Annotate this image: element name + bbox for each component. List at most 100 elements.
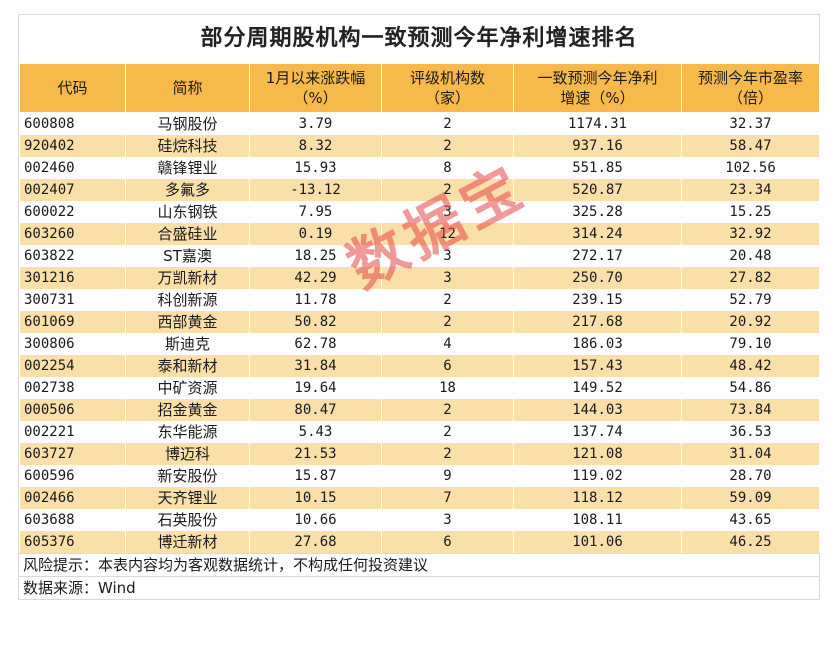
stock-code-cell: 603260 [19, 223, 126, 245]
profit-growth-cell: 121.08 [513, 443, 682, 465]
table-row: 002466 天齐锂业 10.15 7 118.12 59.09 [19, 487, 820, 509]
ytd-change-cell: 80.47 [249, 399, 382, 421]
profit-growth-cell: 551.85 [513, 157, 682, 179]
profit-growth-cell: 157.43 [513, 355, 682, 377]
stock-code-cell: 002738 [19, 377, 126, 399]
pe-ratio-cell: 58.47 [681, 135, 820, 157]
pe-ratio-cell: 32.92 [681, 223, 820, 245]
stock-name-cell: 西部黄金 [125, 311, 250, 333]
ytd-change-cell: 7.95 [249, 201, 382, 223]
ytd-change-cell: 3.79 [249, 112, 382, 135]
table-row: 300806 斯迪克 62.78 4 186.03 79.10 [19, 333, 820, 355]
column-header-1: 简称 [125, 63, 250, 113]
pe-ratio-cell: 43.65 [681, 509, 820, 531]
ytd-change-cell: 0.19 [249, 223, 382, 245]
stock-code-cell: 002466 [19, 487, 126, 509]
column-header-line1: 简称 [172, 79, 203, 97]
table-row: 600022 山东钢铁 7.95 3 325.28 15.25 [19, 201, 820, 223]
ytd-change-cell: 19.64 [249, 377, 382, 399]
profit-growth-cell: 520.87 [513, 179, 682, 201]
pe-ratio-cell: 48.42 [681, 355, 820, 377]
column-header-line2: （家） [424, 89, 470, 107]
rating-count-cell: 7 [381, 487, 514, 509]
rating-count-cell: 3 [381, 245, 514, 267]
ytd-change-cell: 10.15 [249, 487, 382, 509]
table-row: 605376 博迁新材 27.68 6 101.06 46.25 [19, 531, 820, 553]
profit-growth-cell: 101.06 [513, 531, 682, 553]
stock-name-cell: 石英股份 [125, 509, 250, 531]
rating-count-cell: 2 [381, 443, 514, 465]
profit-growth-cell: 149.52 [513, 377, 682, 399]
profit-growth-cell: 1174.31 [513, 112, 682, 135]
ytd-change-cell: 42.29 [249, 267, 382, 289]
rating-count-cell: 2 [381, 179, 514, 201]
profit-growth-cell: 186.03 [513, 333, 682, 355]
pe-ratio-cell: 102.56 [681, 157, 820, 179]
pe-ratio-cell: 28.70 [681, 465, 820, 487]
rating-count-cell: 6 [381, 531, 514, 553]
table-row: 603727 博迈科 21.53 2 121.08 31.04 [19, 443, 820, 465]
pe-ratio-cell: 31.04 [681, 443, 820, 465]
column-header-line2: （倍） [727, 89, 773, 107]
stock-name-cell: 斯迪克 [125, 333, 250, 355]
ytd-change-cell: 11.78 [249, 289, 382, 311]
rating-count-cell: 4 [381, 333, 514, 355]
rating-count-cell: 18 [381, 377, 514, 399]
stock-name-cell: 博迁新材 [125, 531, 250, 553]
pe-ratio-cell: 20.92 [681, 311, 820, 333]
ytd-change-cell: 8.32 [249, 135, 382, 157]
pe-ratio-cell: 73.84 [681, 399, 820, 421]
stock-code-cell: 603727 [19, 443, 126, 465]
risk-note: 风险提示：本表内容均为客观数据统计，不构成任何投资建议 [19, 553, 819, 576]
column-header-5: 预测今年市盈率 （倍） [681, 63, 820, 113]
profit-growth-cell: 217.68 [513, 311, 682, 333]
profit-growth-cell: 272.17 [513, 245, 682, 267]
rating-count-cell: 3 [381, 509, 514, 531]
pe-ratio-cell: 32.37 [681, 112, 820, 135]
stock-code-cell: 601069 [19, 311, 126, 333]
table-body: 600808 马钢股份 3.79 2 1174.31 32.37 920402 硅烷科技 8.3… [19, 112, 820, 553]
table-row: 002738 中矿资源 19.64 18 149.52 54.86 [19, 377, 820, 399]
data-source: 数据来源：Wind [19, 576, 819, 600]
table-row: 300731 科创新源 11.78 2 239.15 52.79 [19, 289, 820, 311]
rating-count-cell: 2 [381, 112, 514, 135]
table-row: 920402 硅烷科技 8.32 2 937.16 58.47 [19, 135, 820, 157]
rating-count-cell: 12 [381, 223, 514, 245]
profit-growth-cell: 325.28 [513, 201, 682, 223]
ytd-change-cell: 50.82 [249, 311, 382, 333]
pe-ratio-cell: 79.10 [681, 333, 820, 355]
pe-ratio-cell: 54.86 [681, 377, 820, 399]
column-header-line1: 预测今年市盈率 [697, 69, 803, 87]
rating-count-cell: 2 [381, 135, 514, 157]
table-row: 002254 泰和新材 31.84 6 157.43 48.42 [19, 355, 820, 377]
rating-count-cell: 2 [381, 399, 514, 421]
stock-code-cell: 301216 [19, 267, 126, 289]
column-header-line1: 代码 [57, 79, 88, 97]
stock-code-cell: 920402 [19, 135, 126, 157]
pe-ratio-cell: 20.48 [681, 245, 820, 267]
stock-name-cell: 新安股份 [125, 465, 250, 487]
ytd-change-cell: 15.87 [249, 465, 382, 487]
table-row: 301216 万凯新材 42.29 3 250.70 27.82 [19, 267, 820, 289]
rating-count-cell: 9 [381, 465, 514, 487]
header-row: 代码 简称 1月以来涨跌幅 （%） 评级机构数 （家） 一致预测今年净利 增速（%） 预测今年市… [19, 63, 820, 113]
stock-name-cell: 博迈科 [125, 443, 250, 465]
stock-code-cell: 605376 [19, 531, 126, 553]
column-header-line1: 评级机构数 [409, 69, 485, 87]
profit-growth-cell: 137.74 [513, 421, 682, 443]
pe-ratio-cell: 36.53 [681, 421, 820, 443]
stock-name-cell: 泰和新材 [125, 355, 250, 377]
rating-count-cell: 3 [381, 267, 514, 289]
stock-code-cell: 002221 [19, 421, 126, 443]
column-header-line2: （%） [293, 89, 338, 107]
table-row: 002221 东华能源 5.43 2 137.74 36.53 [19, 421, 820, 443]
profit-growth-cell: 118.12 [513, 487, 682, 509]
table-row: 002407 多氟多 -13.12 2 520.87 23.34 [19, 179, 820, 201]
stock-code-cell: 000506 [19, 399, 126, 421]
stock-name-cell: 东华能源 [125, 421, 250, 443]
ytd-change-cell: 27.68 [249, 531, 382, 553]
column-header-line1: 一致预测今年净利 [537, 69, 658, 87]
rating-count-cell: 2 [381, 289, 514, 311]
stock-code-cell: 600596 [19, 465, 126, 487]
table-row: 601069 西部黄金 50.82 2 217.68 20.92 [19, 311, 820, 333]
